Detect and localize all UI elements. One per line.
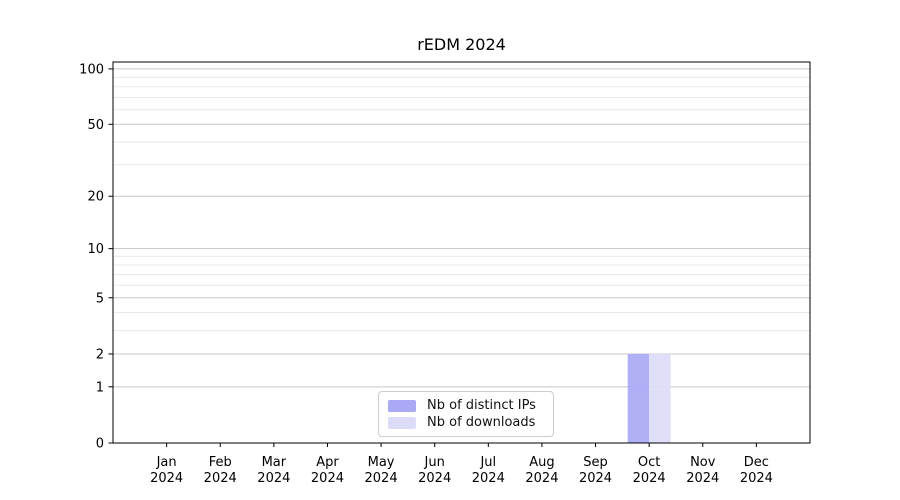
x-tick-label: Jun [424, 455, 445, 470]
x-tick-label: Aug [529, 455, 554, 470]
x-tick-year-label: 2024 [633, 471, 666, 486]
x-tick-label: Feb [209, 455, 232, 470]
chart-title: rEDM 2024 [417, 35, 506, 54]
y-tick-label: 10 [87, 242, 104, 257]
x-tick-year-label: 2024 [311, 471, 344, 486]
x-tick-year-label: 2024 [525, 471, 558, 486]
legend-item-downloads: Nb of downloads [388, 415, 544, 430]
x-tick-year-label: 2024 [365, 471, 398, 486]
y-tick-label: 100 [79, 62, 104, 77]
x-tick-year-label: 2024 [579, 471, 612, 486]
x-tick-year-label: 2024 [257, 471, 290, 486]
y-gridlines-minor [113, 76, 810, 332]
x-tick-label: Oct [638, 455, 660, 470]
x-tick-year-label: 2024 [150, 471, 183, 486]
y-tick-label: 1 [96, 380, 104, 395]
legend-swatch-downloads [388, 416, 416, 429]
legend-label-distinct-ips: Nb of distinct IPs [427, 398, 536, 413]
legend-label-downloads: Nb of downloads [427, 415, 536, 430]
y-tick-label: 20 [87, 190, 104, 205]
legend-item-distinct-ips: Nb of distinct IPs [388, 398, 544, 413]
x-tick-label: May [368, 455, 395, 470]
x-tick-label: Dec [744, 455, 769, 470]
spines [112, 61, 811, 444]
bars-distinct-ips [627, 353, 650, 443]
bar [627, 353, 650, 443]
x-tick-year-label: 2024 [472, 471, 505, 486]
y-tick-label: 5 [96, 291, 104, 306]
x-tick-label: Sep [583, 455, 608, 470]
x-tick-label: Nov [690, 455, 716, 470]
bar [649, 353, 671, 443]
y-axis: 0 1 2 5 10 20 50 100 [79, 62, 113, 452]
y-gridlines-major [113, 68, 810, 388]
y-tick-label: 0 [96, 437, 104, 452]
x-axis: Jan2024Feb2024Mar2024Apr2024May2024Jun20… [150, 443, 773, 486]
plot-border [112, 61, 811, 444]
x-tick-year-label: 2024 [418, 471, 451, 486]
x-tick-label: Apr [316, 455, 339, 470]
x-tick-year-label: 2024 [686, 471, 719, 486]
x-tick-label: Jan [156, 455, 177, 470]
x-tick-label: Jul [479, 455, 496, 470]
legend: Nb of distinct IPs Nb of downloads [378, 391, 554, 437]
x-tick-year-label: 2024 [740, 471, 773, 486]
x-tick-label: Mar [262, 455, 287, 470]
legend-swatch-distinct-ips [388, 399, 416, 412]
bars-downloads [649, 353, 671, 443]
y-tick-label: 2 [96, 347, 104, 362]
y-tick-label: 50 [87, 118, 104, 133]
x-tick-year-label: 2024 [204, 471, 237, 486]
